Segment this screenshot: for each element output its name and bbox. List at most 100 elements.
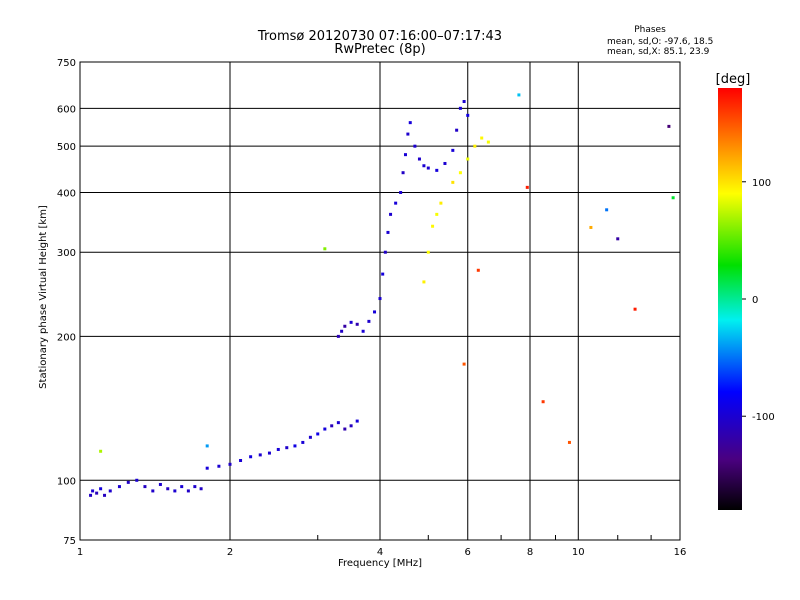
data-point — [340, 329, 344, 333]
data-point — [517, 93, 521, 97]
data-point — [605, 208, 609, 212]
data-point — [276, 447, 280, 451]
data-point — [99, 487, 103, 491]
data-point — [486, 140, 490, 144]
x-tick-label: 16 — [674, 547, 687, 558]
x-tick-label: 2 — [227, 547, 233, 558]
x-tick-label: 8 — [527, 547, 533, 558]
data-point — [476, 268, 480, 272]
data-point — [399, 190, 403, 194]
data-point — [117, 485, 121, 489]
data-point — [205, 466, 209, 470]
data-point — [386, 230, 390, 234]
data-point — [336, 421, 340, 425]
data-point — [389, 212, 393, 216]
data-point — [180, 485, 184, 489]
data-point — [323, 427, 327, 431]
data-point — [406, 132, 410, 136]
data-point — [373, 310, 377, 314]
data-point — [361, 329, 365, 333]
data-point — [103, 493, 107, 497]
data-point — [435, 212, 439, 216]
data-point — [367, 319, 371, 323]
data-point — [355, 419, 359, 423]
data-point — [462, 362, 466, 366]
data-point — [451, 180, 455, 184]
data-point — [401, 171, 405, 175]
colorbar-tick-label: 0 — [752, 295, 758, 306]
data-point — [95, 491, 99, 495]
data-point — [258, 453, 262, 457]
y-axis-label: Stationary phase Virtual Height [km] — [38, 205, 49, 389]
data-point — [567, 440, 571, 444]
data-point — [267, 451, 271, 455]
data-point — [466, 157, 470, 161]
y-tick-label: 500 — [57, 142, 76, 153]
colorbar — [718, 88, 742, 510]
data-point — [239, 458, 243, 462]
y-tick-label: 100 — [57, 476, 76, 487]
data-point — [671, 196, 675, 200]
data-point — [439, 201, 443, 205]
x-tick-label: 6 — [465, 547, 471, 558]
x-tick-label: 1 — [77, 547, 83, 558]
data-point — [616, 237, 620, 241]
data-point — [336, 334, 340, 338]
data-points — [89, 93, 675, 497]
data-point — [455, 128, 459, 132]
data-point — [383, 250, 387, 254]
chart-title: Tromsø 20120730 07:16:00–07:17:43 — [257, 29, 502, 44]
data-point — [422, 164, 426, 168]
data-point — [217, 464, 221, 468]
y-tick-label: 300 — [57, 248, 76, 259]
colorbar-tick-label: 100 — [752, 178, 771, 189]
colorbar-label: [deg] — [716, 72, 751, 87]
data-point — [205, 444, 209, 448]
data-point — [473, 144, 477, 148]
data-point — [355, 322, 359, 326]
grid — [80, 62, 680, 540]
data-point — [435, 168, 439, 172]
data-point — [343, 324, 347, 328]
data-point — [458, 171, 462, 175]
data-point — [99, 449, 103, 453]
data-point — [378, 297, 382, 301]
data-point — [431, 224, 435, 228]
data-point — [458, 106, 462, 110]
data-point — [135, 478, 139, 482]
data-point — [426, 250, 430, 254]
x-tick-label: 10 — [572, 547, 585, 558]
data-point — [330, 424, 334, 428]
data-point — [166, 487, 170, 491]
data-point — [480, 136, 484, 140]
data-point — [89, 493, 93, 497]
data-point — [151, 489, 155, 493]
data-point — [158, 482, 162, 486]
data-point — [91, 489, 95, 493]
data-point — [249, 455, 253, 459]
data-point — [343, 427, 347, 431]
data-point — [173, 489, 177, 493]
y-tick-label: 600 — [57, 104, 76, 115]
data-point — [633, 307, 637, 311]
data-point — [451, 148, 455, 152]
data-point — [349, 424, 353, 428]
data-point — [462, 100, 466, 104]
y-tick-label: 750 — [57, 58, 76, 69]
data-point — [301, 440, 305, 444]
data-point — [381, 272, 385, 276]
data-point — [186, 489, 190, 493]
axis-ticks: 1 2 4 6 8 10 16 75 100 200 300 400 500 600 750 — [57, 58, 686, 558]
data-point — [667, 124, 671, 128]
colorbar-ticks: 100 0 -100 — [742, 178, 775, 423]
y-tick-label: 200 — [57, 332, 76, 343]
colorbar-tick-label: -100 — [752, 412, 775, 423]
data-point — [403, 153, 407, 157]
data-point — [408, 121, 412, 125]
data-point — [199, 487, 203, 491]
data-point — [525, 185, 529, 189]
x-tick-label: 4 — [377, 547, 383, 558]
y-tick-label: 400 — [57, 188, 76, 199]
y-tick-label: 75 — [63, 536, 76, 547]
data-point — [417, 157, 421, 161]
